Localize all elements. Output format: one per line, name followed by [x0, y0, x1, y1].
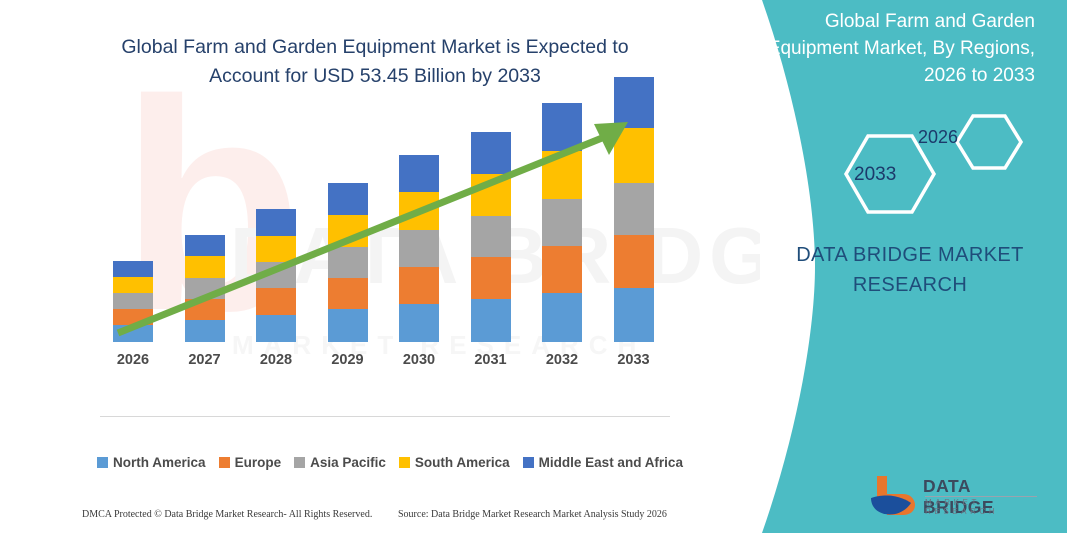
bar-segment-middle-east-and-africa: [470, 132, 511, 174]
dbmr-logo-subtitle: MARKET RESEARCH: [925, 498, 999, 516]
bar-segment-europe: [399, 266, 439, 304]
legend-item-asia-pacific[interactable]: Asia Pacific: [294, 455, 386, 470]
bar-segment-asia-pacific: [542, 198, 582, 246]
bar-segment-middle-east-and-africa: [327, 183, 368, 215]
dbmr-logo: DATA BRIDGE MARKET RESEARCH: [865, 472, 1045, 520]
legend-label: Middle East and Africa: [538, 455, 683, 470]
bar-segment-north-america: [613, 287, 654, 342]
bar-segment-middle-east-and-africa: [113, 261, 153, 277]
bar-segment-north-america: [184, 320, 225, 342]
bar-segment-south-america: [470, 173, 511, 216]
legend-swatch-icon: [522, 457, 534, 468]
bar-segment-north-america: [327, 309, 368, 342]
bar-segment-south-america: [256, 235, 296, 263]
footer-source: Source: Data Bridge Market Research Mark…: [398, 509, 667, 520]
x-axis-label-2027: 2027: [188, 352, 221, 368]
legend-label: South America: [414, 455, 510, 470]
bar-stack: [542, 103, 582, 342]
x-axis-label-2032: 2032: [545, 352, 579, 368]
legend-label: Asia Pacific: [310, 455, 386, 470]
x-axis-label-2029: 2029: [331, 352, 364, 368]
bar-segment-north-america: [399, 303, 439, 342]
bar-segment-europe: [470, 257, 511, 299]
bar-segment-north-america: [470, 298, 511, 342]
chart-legend: North America Europe Asia Pacific South Ame…: [97, 455, 683, 470]
bar-segment-asia-pacific: [470, 215, 511, 258]
bar-stack: [613, 77, 654, 342]
bar-segment-north-america: [542, 292, 582, 342]
bar-segment-europe: [256, 288, 296, 315]
bar-segment-asia-pacific: [256, 262, 296, 289]
bar-stack: [399, 155, 439, 342]
year-hexagons: 2033 2026: [820, 108, 1040, 218]
bar-segment-middle-east-and-africa: [613, 77, 654, 128]
legend-label: Europe: [234, 455, 282, 470]
legend-item-north-america[interactable]: North America: [97, 455, 206, 470]
legend-label: North America: [113, 455, 206, 470]
bar-stack: [256, 209, 296, 342]
bar-segment-asia-pacific: [113, 293, 153, 310]
x-axis-label-2030: 2030: [402, 352, 436, 368]
bar-stack: [470, 132, 511, 342]
bar-segment-asia-pacific: [327, 246, 368, 278]
bar-segment-asia-pacific: [613, 183, 654, 236]
bar-segment-europe: [613, 235, 654, 288]
x-axis-label-2033: 2033: [617, 352, 650, 368]
hexagon-shapes: [843, 114, 1024, 214]
x-axis-label-2028: 2028: [259, 352, 293, 368]
legend-item-middle-east-and-africa[interactable]: Middle East and Africa: [522, 455, 683, 470]
legend-item-south-america[interactable]: South America: [398, 455, 510, 470]
hexagon-2033-shape: [843, 134, 937, 214]
bar-segment-south-america: [327, 214, 368, 247]
panel-title: Global Farm and Garden Equipment Market,…: [767, 11, 1035, 86]
bar-segment-south-america: [184, 256, 225, 278]
bar-segment-europe: [542, 245, 582, 293]
legend-swatch-icon: [97, 457, 109, 468]
legend-swatch-icon: [218, 457, 230, 468]
bar-segment-south-america: [113, 277, 153, 294]
bar-segment-south-america: [613, 127, 654, 184]
bar-segment-europe: [113, 309, 153, 325]
hexagon-2026-shape: [954, 114, 1024, 170]
footer: DMCA Protected © Data Bridge Market Rese…: [0, 505, 740, 533]
bar-stack: [327, 183, 368, 342]
panel-brand-text: DATA BRIDGE MARKET RESEARCH: [796, 244, 1024, 296]
x-axis-label-2026: 2026: [116, 352, 150, 368]
bar-segment-europe: [184, 298, 225, 321]
bar-stack: [184, 235, 225, 342]
footer-copyright: DMCA Protected © Data Bridge Market Rese…: [82, 509, 373, 520]
stacked-bar-chart: 2026 2027 2028 2029 2030 2031 2032 2033: [100, 77, 670, 417]
legend-swatch-icon: [398, 457, 410, 468]
dbmr-logo-divider: [925, 496, 1037, 497]
hexagon-2026-label: 2026: [918, 127, 959, 147]
bar-segment-south-america: [542, 150, 582, 199]
bar-segment-north-america: [113, 325, 153, 342]
bar-segment-south-america: [399, 192, 439, 230]
chart-title: Global Farm and Garden Equipment Market …: [121, 36, 629, 87]
bar-segment-north-america: [256, 314, 296, 342]
x-axis-line: [100, 416, 670, 417]
bar-segment-middle-east-and-africa: [399, 155, 439, 193]
legend-item-europe[interactable]: Europe: [218, 455, 282, 470]
legend-swatch-icon: [294, 457, 306, 468]
bar-segment-asia-pacific: [399, 229, 439, 267]
hexagon-2033-label: 2033: [854, 164, 897, 185]
bar-segment-europe: [327, 277, 368, 310]
dbmr-logo-title: DATA BRIDGE: [923, 476, 995, 517]
bar-stack: [113, 261, 153, 342]
bar-segment-middle-east-and-africa: [184, 235, 225, 257]
bar-segment-asia-pacific: [184, 277, 225, 299]
x-axis-label-2031: 2031: [474, 352, 507, 368]
bar-segment-middle-east-and-africa: [256, 209, 296, 236]
bar-segment-middle-east-and-africa: [542, 103, 582, 151]
dbmr-logo-mark-icon: [871, 476, 915, 515]
